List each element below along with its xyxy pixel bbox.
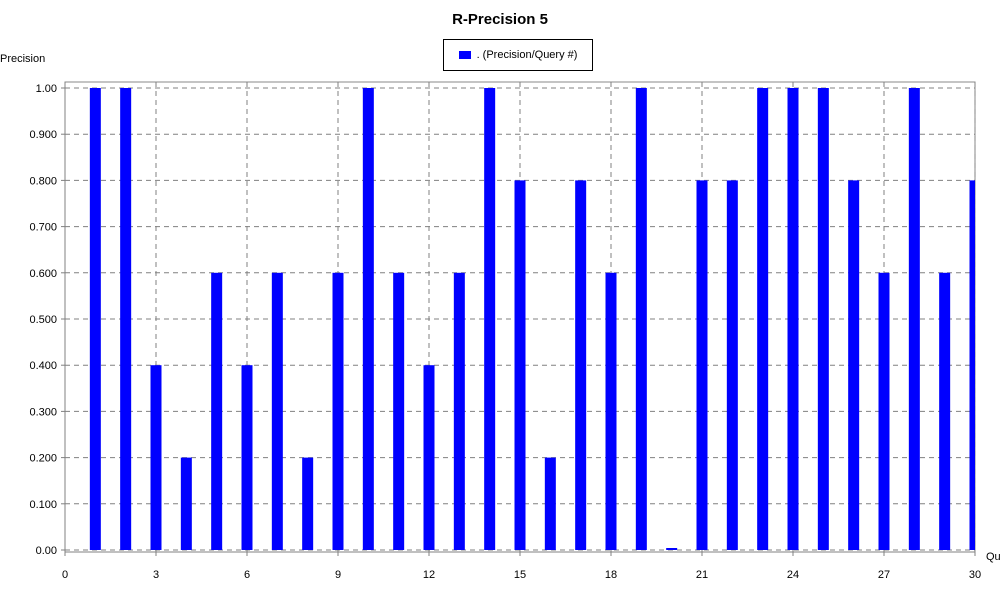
x-tick-label: 15 bbox=[514, 569, 526, 581]
y-tick-label: 0.500 bbox=[29, 314, 57, 326]
bar bbox=[423, 365, 435, 550]
bar bbox=[817, 88, 829, 550]
y-tick-label: 0.00 bbox=[36, 545, 57, 557]
y-tick-label: 0.900 bbox=[29, 129, 57, 141]
x-tick-label: 30 bbox=[969, 569, 981, 581]
bar bbox=[393, 272, 405, 550]
bar bbox=[696, 180, 708, 550]
bar bbox=[302, 457, 314, 550]
bar bbox=[362, 88, 374, 550]
y-tick-label: 0.700 bbox=[29, 222, 57, 234]
bar bbox=[514, 180, 526, 550]
bar bbox=[332, 272, 344, 550]
bar bbox=[211, 272, 223, 550]
x-axis-label: Qu bbox=[986, 551, 1000, 563]
x-tick-label: 9 bbox=[335, 569, 341, 581]
bar bbox=[848, 180, 860, 550]
y-tick-label: 0.200 bbox=[29, 453, 57, 465]
bar bbox=[908, 88, 920, 550]
bar bbox=[89, 88, 101, 550]
bar bbox=[878, 272, 890, 550]
x-tick-label: 18 bbox=[605, 569, 617, 581]
bar bbox=[484, 88, 496, 550]
bar bbox=[666, 548, 678, 550]
x-tick-label: 24 bbox=[787, 569, 799, 581]
y-tick-label: 1.00 bbox=[36, 83, 57, 95]
x-tick-label: 27 bbox=[878, 569, 890, 581]
x-tick-label: 0 bbox=[62, 569, 68, 581]
bar bbox=[150, 365, 162, 550]
x-tick-label: 12 bbox=[423, 569, 435, 581]
bar bbox=[969, 180, 975, 550]
bar bbox=[939, 272, 951, 550]
x-tick-label: 21 bbox=[696, 569, 708, 581]
x-tick-label: 3 bbox=[153, 569, 159, 581]
bars bbox=[89, 88, 975, 550]
bar bbox=[605, 272, 617, 550]
y-tick-label: 0.800 bbox=[29, 175, 57, 187]
chart-title: R-Precision 5 bbox=[452, 11, 548, 28]
bar bbox=[271, 272, 283, 550]
y-tick-label: 0.100 bbox=[29, 499, 57, 511]
y-tick-label: 0.600 bbox=[29, 268, 57, 280]
bar bbox=[241, 365, 253, 550]
y-axis-label: Precision bbox=[0, 53, 45, 65]
bar bbox=[453, 272, 465, 550]
bar bbox=[180, 457, 192, 550]
legend-swatch bbox=[458, 51, 471, 59]
bar bbox=[726, 180, 738, 550]
bar bbox=[787, 88, 799, 550]
axes: 0.00 0.100 0.200 0.300 0.400 0.500 0.600 0.700 0… bbox=[29, 82, 981, 581]
bar bbox=[757, 88, 769, 550]
bar bbox=[575, 180, 587, 550]
x-tick-label: 6 bbox=[244, 569, 250, 581]
legend-label: . (Precision/Query #) bbox=[476, 49, 578, 61]
bar bbox=[120, 88, 132, 550]
y-tick-label: 0.300 bbox=[29, 406, 57, 418]
bar bbox=[635, 88, 647, 550]
bar bbox=[544, 457, 556, 550]
y-tick-label: 0.400 bbox=[29, 360, 57, 372]
legend: . (Precision/Query #) bbox=[443, 39, 593, 71]
